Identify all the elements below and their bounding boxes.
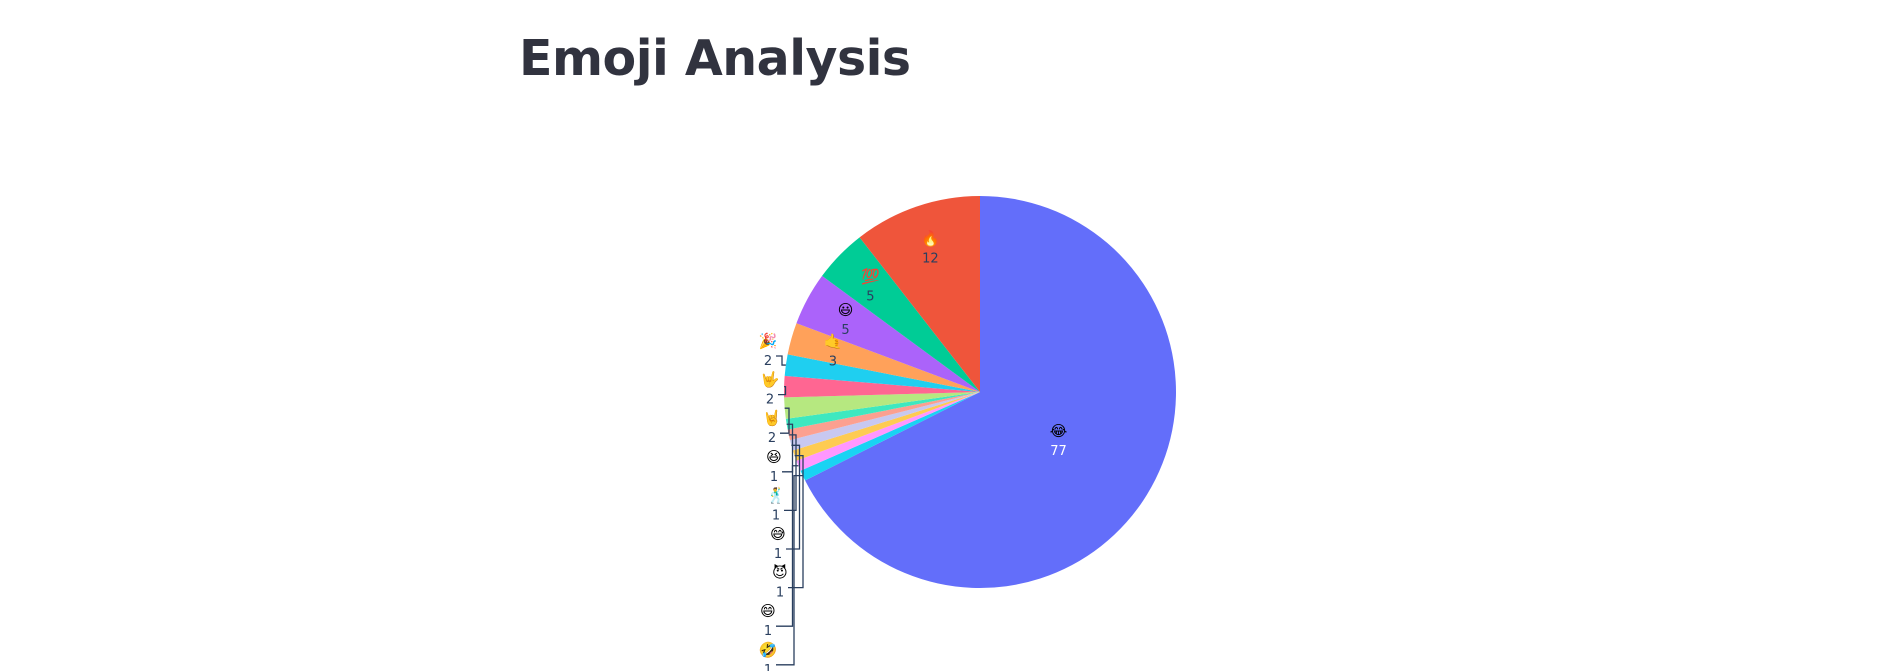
slice-label-13: 🔥 (921, 229, 940, 247)
slice-label-3: 😈 (772, 564, 788, 582)
slice-value-4: 1 (774, 547, 782, 562)
page-title: Emoji Analysis (519, 30, 911, 87)
pie-slice-4[interactable] (789, 392, 980, 451)
slice-value-10: 3 (829, 354, 837, 369)
slice-value-3: 1 (776, 586, 784, 601)
pie-slice-5[interactable] (787, 392, 980, 441)
pie-slice-0[interactable] (805, 196, 1176, 588)
pie-slice-1[interactable] (800, 392, 980, 481)
slice-label-10: 🤙 (824, 332, 843, 350)
pie-slice-3[interactable] (792, 392, 980, 461)
leader-line-5 (784, 434, 797, 512)
leader-line-2 (776, 465, 799, 627)
pie-slice-9[interactable] (784, 354, 980, 392)
slice-value-11: 5 (841, 323, 849, 338)
pie-slice-8[interactable] (784, 375, 980, 398)
slice-label-8: 🤟 (761, 371, 780, 390)
pie-slice-10[interactable] (787, 323, 980, 392)
leader-line-7 (780, 407, 790, 434)
slice-label-2: 😄 (760, 602, 776, 620)
leader-line-3 (788, 454, 804, 589)
slice-labels: 😂77🤙3😃5💯5🔥12🎉2🤟2🤘2😆1🕺1😅1😈1😄1🤣1 (758, 229, 1068, 671)
leader-line-9 (776, 355, 786, 366)
slice-value-2: 1 (764, 624, 772, 639)
slice-label-9: 🎉 (759, 332, 778, 350)
leader-lines (776, 355, 804, 666)
leader-line-1 (776, 474, 803, 666)
pie-slices (784, 196, 1176, 588)
slice-label-11: 😃 (838, 301, 854, 319)
leader-line-8 (778, 385, 787, 396)
pie-slice-13[interactable] (859, 196, 980, 392)
slice-label-4: 😅 (770, 525, 786, 543)
pie-slice-12[interactable] (822, 237, 980, 392)
pie-slice-7[interactable] (784, 392, 980, 419)
slice-value-13: 12 (922, 251, 939, 266)
slice-value-7: 2 (768, 431, 776, 446)
leader-line-6 (782, 423, 794, 473)
slice-label-0: 😂 (1050, 422, 1068, 440)
slice-label-5: 🕺 (767, 485, 786, 504)
slice-value-1: 1 (764, 663, 772, 671)
pie-slice-6[interactable] (785, 392, 980, 430)
slice-value-9: 2 (764, 354, 772, 369)
slice-label-6: 😆 (766, 448, 782, 466)
slice-value-0: 77 (1050, 444, 1067, 459)
slice-value-6: 1 (770, 470, 778, 485)
pie-slice-2[interactable] (796, 392, 980, 471)
slice-value-5: 1 (772, 508, 780, 523)
slice-label-1: 🤣 (758, 641, 778, 660)
slice-label-7: 🤘 (763, 408, 782, 427)
slice-value-8: 2 (766, 393, 774, 408)
slice-label-12: 💯 (861, 267, 880, 285)
slice-value-12: 5 (866, 289, 874, 304)
pie-slice-11[interactable] (796, 275, 980, 392)
